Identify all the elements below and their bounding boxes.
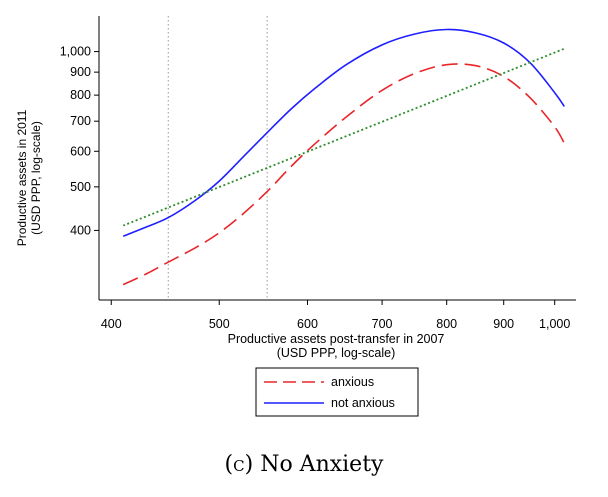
figure-caption: (c) No Anxiety — [0, 452, 608, 477]
legend-box — [255, 367, 419, 417]
legend-label-anxious: anxious — [331, 375, 374, 389]
y-tick-label: 400 — [70, 223, 91, 237]
caption-label: (c) — [224, 452, 254, 477]
chart: 400 500 600 700 800 900 1,000 400 500 600 700 800 90… — [15, 16, 576, 417]
series-line-not-anxious — [122, 28, 565, 238]
x-tick-label: 400 — [101, 317, 122, 331]
x-tick-label: 800 — [436, 317, 457, 331]
y-tick-label: 1,000 — [60, 45, 91, 59]
series-line-anxious — [122, 63, 565, 286]
x-tick-label: 500 — [209, 317, 230, 331]
y-axis-label: Productive assets in 2011 (USD PPP, log-… — [15, 109, 43, 246]
x-tick-label: 1,000 — [539, 317, 570, 331]
axes: 400 500 600 700 800 900 1,000 400 500 600 700 800 90… — [60, 16, 576, 331]
x-axis-label-line2: (USD PPP, log-scale) — [277, 346, 396, 360]
y-tick-label: 500 — [70, 180, 91, 194]
series-line-linear-fit — [122, 47, 565, 227]
x-tick-label: 700 — [372, 317, 393, 331]
caption-text: No Anxiety — [260, 452, 384, 477]
y-tick-label: 700 — [70, 114, 91, 128]
series-layer — [122, 28, 565, 286]
y-axis-label-line2: (USD PPP, log-scale) — [29, 121, 43, 235]
reference-lines — [167, 16, 268, 300]
y-axis-label-line1: Productive assets in 2011 — [15, 109, 29, 246]
y-tick-label: 800 — [70, 88, 91, 102]
legend-label-not-anxious: not anxious — [331, 396, 395, 410]
x-tick-label: 600 — [297, 317, 318, 331]
x-tick-label: 900 — [493, 317, 514, 331]
legend: anxious not anxious — [255, 367, 419, 417]
y-tick-label: 900 — [70, 65, 91, 79]
x-axis-label-line1: Productive assets post-transfer in 2007 — [228, 332, 445, 346]
y-tick-label: 600 — [70, 144, 91, 158]
